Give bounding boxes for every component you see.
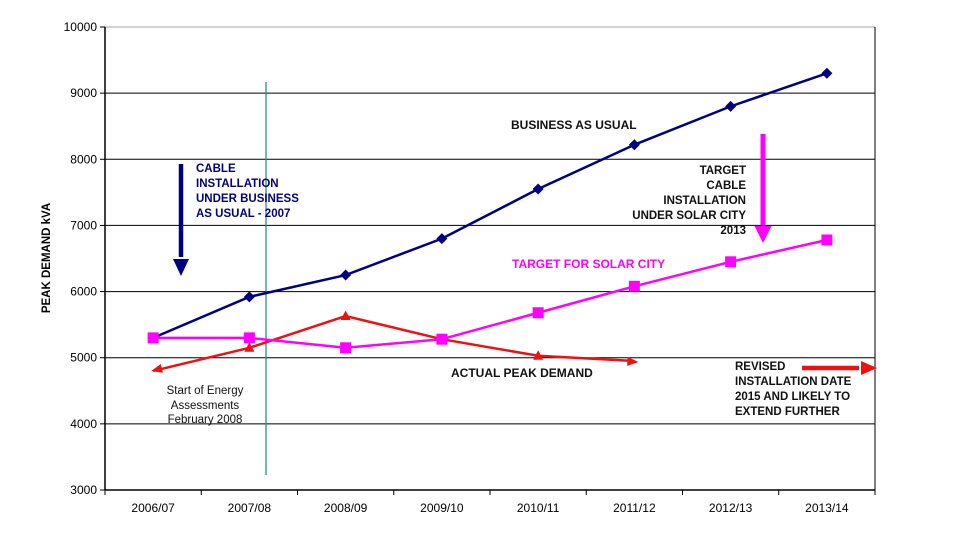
annotation-revised-installation-date: REVISED INSTALLATION DATE 2015 AND LIKEL…: [735, 361, 852, 418]
y-axis-tick-label: 6000: [70, 285, 97, 299]
data-point-square: [628, 280, 640, 292]
data-point-triangle: [244, 342, 255, 352]
annotation-cable-installation-bau: CABLE INSTALLATION UNDER BUSINESS AS USU…: [196, 163, 299, 220]
y-axis-tick-label: 8000: [70, 152, 97, 166]
y-axis-tick-label: 4000: [70, 417, 97, 431]
y-axis-tick-label: 3000: [70, 483, 97, 497]
y-axis-tick-label: 9000: [70, 86, 97, 100]
x-axis-tick-label: 2011/12: [613, 501, 656, 515]
data-point-diamond: [725, 100, 737, 112]
data-point-square: [821, 234, 833, 246]
series-line-business-as-usual: [152, 72, 828, 340]
data-point-diamond: [243, 291, 255, 303]
data-point-square: [532, 307, 544, 319]
series-line-actual-peak-demand: [152, 314, 635, 373]
target-cable-down-arrowhead: [754, 226, 772, 243]
data-point-square: [243, 332, 255, 344]
data-point-triangle: [533, 350, 544, 360]
y-axis-tick-label: 5000: [70, 351, 97, 365]
y-axis-tick-label: 7000: [70, 218, 97, 232]
data-point-square: [436, 333, 448, 345]
annotation-start-energy-assessments: Start of Energy Assessments February 200…: [166, 385, 244, 426]
actual-series-end-arrowhead: [627, 356, 639, 366]
x-axis-tick-label: 2012/13: [709, 501, 753, 515]
series-label-business-as-usual: BUSINESS AS USUAL: [511, 118, 637, 132]
y-axis-tick-label: 10000: [64, 20, 98, 34]
data-point-diamond: [821, 67, 833, 79]
data-point-triangle: [340, 310, 351, 321]
series-line-target-for-solar-city: [153, 238, 828, 350]
series-label-target-solar-city: TARGET FOR SOLAR CITY: [512, 257, 666, 271]
data-point-diamond: [628, 139, 640, 151]
revised-date-right-arrowhead: [861, 361, 877, 375]
x-axis-tick-label: 2006/07: [131, 501, 175, 515]
x-axis-tick-label: 2007/08: [228, 501, 272, 515]
data-point-diamond: [340, 269, 352, 281]
x-axis-tick-label: 2013/14: [805, 501, 849, 515]
data-point-square: [147, 332, 159, 344]
y-axis-title: PEAK DEMAND kVA: [41, 203, 53, 313]
series-label-actual-peak-demand: ACTUAL PEAK DEMAND: [451, 366, 593, 380]
x-axis-tick-label: 2009/10: [420, 501, 464, 515]
cable-bau-down-arrowhead: [173, 259, 189, 276]
data-point-square: [725, 256, 737, 268]
data-point-diamond: [532, 183, 544, 195]
x-axis-tick-label: 2010/11: [517, 501, 560, 515]
annotation-target-cable-solar-city: TARGET CABLE INSTALLATION UNDER SOLAR CI…: [632, 165, 746, 237]
data-point-diamond: [436, 233, 448, 245]
x-axis-tick-label: 2008/09: [324, 501, 368, 515]
actual-series-start-arrowhead: [151, 363, 163, 373]
data-point-square: [340, 342, 352, 354]
